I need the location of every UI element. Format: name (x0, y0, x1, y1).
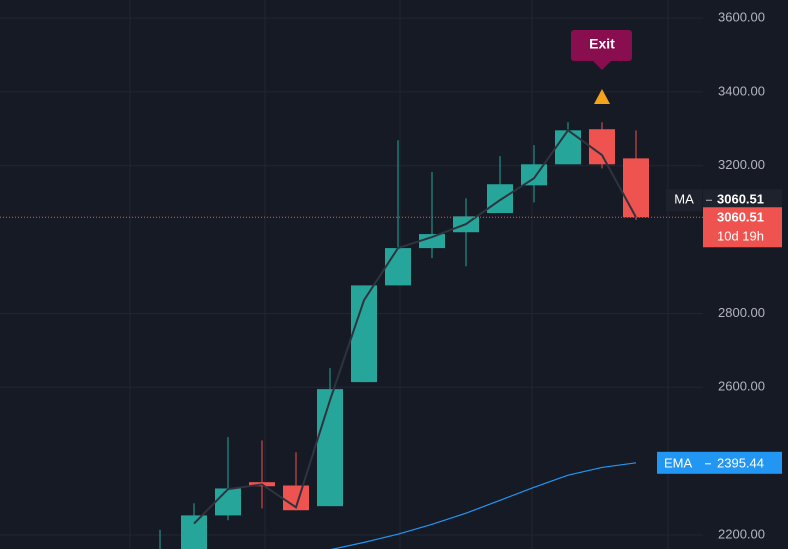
price-axis: 2200.00 2600.00 2800.00 3200.00 3400.00 3600.… (657, 10, 782, 541)
ema-name: EMA (664, 455, 693, 470)
candle-body (215, 488, 241, 516)
indicator-line (193, 128, 637, 525)
exit-arrow (594, 89, 610, 104)
y-tick-label: 2200.00 (718, 526, 765, 541)
exit-label: Exit (589, 36, 615, 52)
ma-value-box (703, 189, 782, 212)
candle-body (623, 158, 649, 218)
candle-body (317, 389, 343, 507)
y-tick-label: 3400.00 (718, 83, 765, 98)
candle-body (419, 234, 445, 249)
ema-box (657, 451, 782, 474)
candle-body (555, 130, 581, 165)
ma-name: MA (674, 192, 694, 207)
y-tick-label: 2800.00 (718, 305, 765, 320)
price-box (703, 207, 782, 248)
ma-name-box (666, 189, 702, 212)
y-tick-label: 3600.00 (718, 10, 765, 25)
exit-flag (571, 30, 632, 70)
candle-body (385, 248, 411, 286)
candle-body (589, 129, 615, 165)
candle-body (487, 184, 513, 214)
countdown: 10d 19h (717, 229, 764, 244)
grid (0, 17, 703, 536)
candle-body (521, 164, 547, 186)
candle-body (181, 515, 207, 549)
price-value: 3060.51 (717, 210, 764, 225)
ema-value: 2395.44 (717, 455, 764, 470)
y-tick-label: 2600.00 (718, 379, 765, 394)
y-tick-label: 3200.00 (718, 157, 765, 172)
ma-value: 3060.51 (717, 192, 764, 207)
indicator-line (330, 462, 637, 549)
plot: Exit (0, 30, 703, 549)
